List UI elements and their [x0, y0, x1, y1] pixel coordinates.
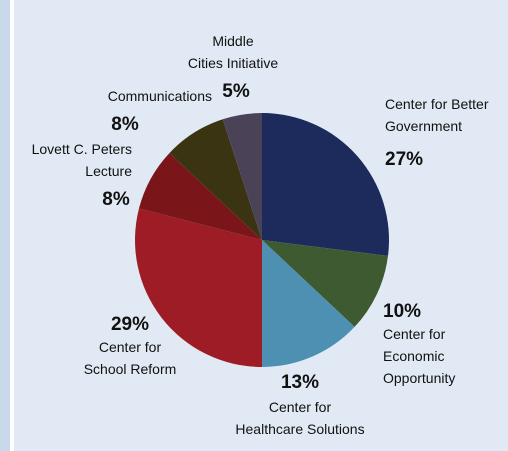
- pie-slice: [262, 240, 388, 327]
- slice-name-line: Center for: [383, 326, 446, 342]
- pie-slice: [134, 208, 262, 367]
- slice-name-line: School Reform: [84, 361, 177, 377]
- slice-name-line: Economic: [383, 348, 444, 364]
- slice-name-line: Center for: [269, 399, 332, 415]
- slice-name-line: Cities Initiative: [188, 55, 278, 71]
- slice-name: Center for Healthcare Solutions: [235, 399, 364, 437]
- slice-name-line: Lecture: [85, 163, 132, 179]
- side-strip: [0, 0, 10, 451]
- slice-name-line: Healthcare Solutions: [235, 421, 364, 437]
- slice-name: Lovett C. Peters Lecture: [32, 141, 133, 179]
- slice-percent: 8%: [102, 189, 130, 210]
- slice-name-line: Communications: [108, 88, 212, 104]
- slice-name: Center for Economic Opportunity: [383, 326, 455, 386]
- slice-name-line: Lovett C. Peters: [32, 141, 132, 157]
- slice-percent: 27%: [385, 149, 423, 170]
- slice-name: Communications: [108, 88, 212, 104]
- pie-slice: [262, 240, 355, 367]
- slice-percent: 13%: [281, 372, 319, 393]
- slice-percent: 8%: [111, 114, 139, 135]
- slice-name-line: Opportunity: [383, 370, 455, 386]
- slice-name-line: Center for Better: [385, 96, 489, 112]
- pie-slice: [169, 119, 262, 240]
- slice-name-line: Government: [385, 118, 462, 134]
- slice-name: Center for School Reform: [84, 339, 177, 377]
- slice-name-line: Center for: [99, 339, 162, 355]
- pie-slice: [222, 113, 262, 240]
- slice-name: Center for Better Government: [385, 96, 489, 134]
- slice-name: Middle Cities Initiative: [188, 33, 278, 71]
- slice-percent: 10%: [383, 301, 421, 322]
- slice-percent: 29%: [111, 314, 149, 335]
- pie-slice: [138, 153, 262, 240]
- pie-slice: [262, 113, 389, 256]
- slice-name-line: Middle: [212, 33, 253, 49]
- slice-percent: 5%: [222, 81, 250, 102]
